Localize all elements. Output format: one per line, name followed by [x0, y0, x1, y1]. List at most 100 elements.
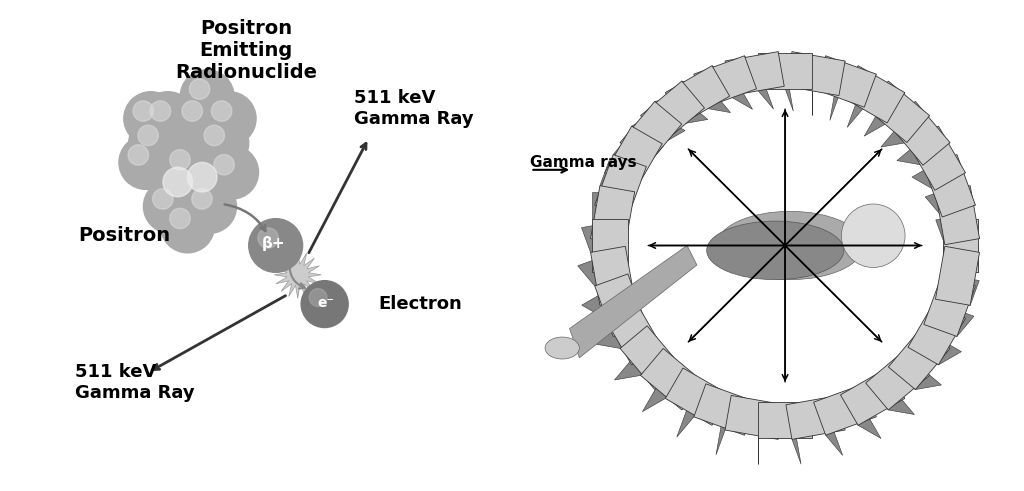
Polygon shape	[595, 155, 646, 217]
Polygon shape	[865, 383, 914, 414]
Circle shape	[129, 116, 182, 170]
Circle shape	[301, 281, 348, 327]
Polygon shape	[889, 362, 941, 389]
Circle shape	[214, 155, 234, 175]
Circle shape	[141, 92, 195, 145]
Ellipse shape	[545, 337, 580, 359]
Circle shape	[163, 167, 193, 197]
Polygon shape	[614, 349, 664, 380]
Text: 511 keV
Gamma Ray: 511 keV Gamma Ray	[75, 363, 195, 402]
Polygon shape	[592, 218, 628, 273]
Text: Positron: Positron	[78, 226, 170, 245]
Circle shape	[153, 189, 173, 209]
Text: β+: β+	[261, 236, 285, 250]
Circle shape	[204, 125, 224, 146]
Polygon shape	[613, 135, 664, 166]
Polygon shape	[841, 66, 905, 123]
Polygon shape	[725, 52, 784, 96]
Polygon shape	[274, 251, 322, 298]
Polygon shape	[881, 115, 930, 147]
Polygon shape	[926, 185, 976, 217]
Polygon shape	[897, 138, 950, 165]
Circle shape	[191, 189, 212, 209]
Polygon shape	[785, 395, 845, 439]
Text: Gamma rays: Gamma rays	[530, 155, 637, 170]
Polygon shape	[758, 403, 812, 437]
Polygon shape	[744, 56, 773, 109]
Polygon shape	[594, 321, 647, 349]
Polygon shape	[814, 402, 843, 456]
Ellipse shape	[707, 221, 844, 280]
Circle shape	[189, 79, 210, 99]
Text: e⁻: e⁻	[317, 296, 334, 310]
Polygon shape	[605, 300, 663, 365]
Polygon shape	[785, 405, 801, 464]
Circle shape	[161, 199, 214, 253]
Circle shape	[211, 101, 231, 121]
Polygon shape	[924, 274, 976, 336]
Text: Electron: Electron	[379, 295, 462, 313]
Circle shape	[128, 145, 148, 165]
Polygon shape	[641, 349, 705, 410]
Polygon shape	[642, 368, 683, 411]
Circle shape	[124, 92, 178, 145]
Polygon shape	[682, 81, 730, 112]
Polygon shape	[865, 81, 930, 142]
Polygon shape	[666, 66, 730, 123]
Circle shape	[170, 208, 190, 229]
Circle shape	[182, 180, 237, 233]
Text: Positron
Emitting
Radionuclide: Positron Emitting Radionuclide	[175, 19, 317, 82]
Ellipse shape	[717, 211, 863, 280]
Circle shape	[170, 150, 190, 170]
Polygon shape	[758, 54, 812, 88]
Polygon shape	[621, 102, 682, 165]
Polygon shape	[847, 74, 877, 127]
Polygon shape	[942, 218, 978, 273]
Polygon shape	[582, 288, 635, 318]
Circle shape	[143, 180, 198, 233]
Polygon shape	[641, 81, 705, 142]
Polygon shape	[936, 274, 979, 305]
Polygon shape	[908, 334, 962, 365]
Polygon shape	[841, 368, 905, 425]
Polygon shape	[864, 92, 905, 136]
Circle shape	[119, 136, 173, 190]
Polygon shape	[889, 326, 950, 389]
Polygon shape	[936, 214, 980, 245]
Polygon shape	[632, 113, 685, 144]
Circle shape	[173, 92, 226, 145]
Polygon shape	[725, 395, 784, 439]
Polygon shape	[942, 246, 978, 273]
Polygon shape	[592, 192, 628, 218]
Polygon shape	[814, 56, 877, 107]
Circle shape	[180, 70, 234, 123]
Polygon shape	[912, 160, 966, 191]
Polygon shape	[582, 221, 626, 252]
Circle shape	[258, 228, 279, 248]
Polygon shape	[716, 395, 731, 455]
Circle shape	[182, 101, 203, 121]
Polygon shape	[569, 246, 697, 358]
Polygon shape	[712, 66, 753, 109]
Circle shape	[138, 125, 159, 146]
Circle shape	[249, 218, 303, 273]
Polygon shape	[605, 126, 663, 191]
Polygon shape	[591, 246, 635, 305]
Circle shape	[187, 163, 217, 192]
Polygon shape	[591, 186, 635, 245]
Circle shape	[205, 145, 258, 199]
Polygon shape	[666, 368, 730, 425]
Circle shape	[151, 101, 171, 121]
Polygon shape	[778, 52, 794, 111]
Polygon shape	[621, 326, 682, 389]
Polygon shape	[865, 349, 930, 410]
Polygon shape	[936, 186, 980, 245]
Polygon shape	[841, 395, 881, 438]
Polygon shape	[785, 52, 845, 96]
Circle shape	[161, 140, 214, 194]
Polygon shape	[924, 155, 976, 217]
Circle shape	[842, 204, 905, 268]
Polygon shape	[694, 384, 757, 435]
Polygon shape	[814, 384, 877, 435]
Polygon shape	[595, 274, 646, 336]
